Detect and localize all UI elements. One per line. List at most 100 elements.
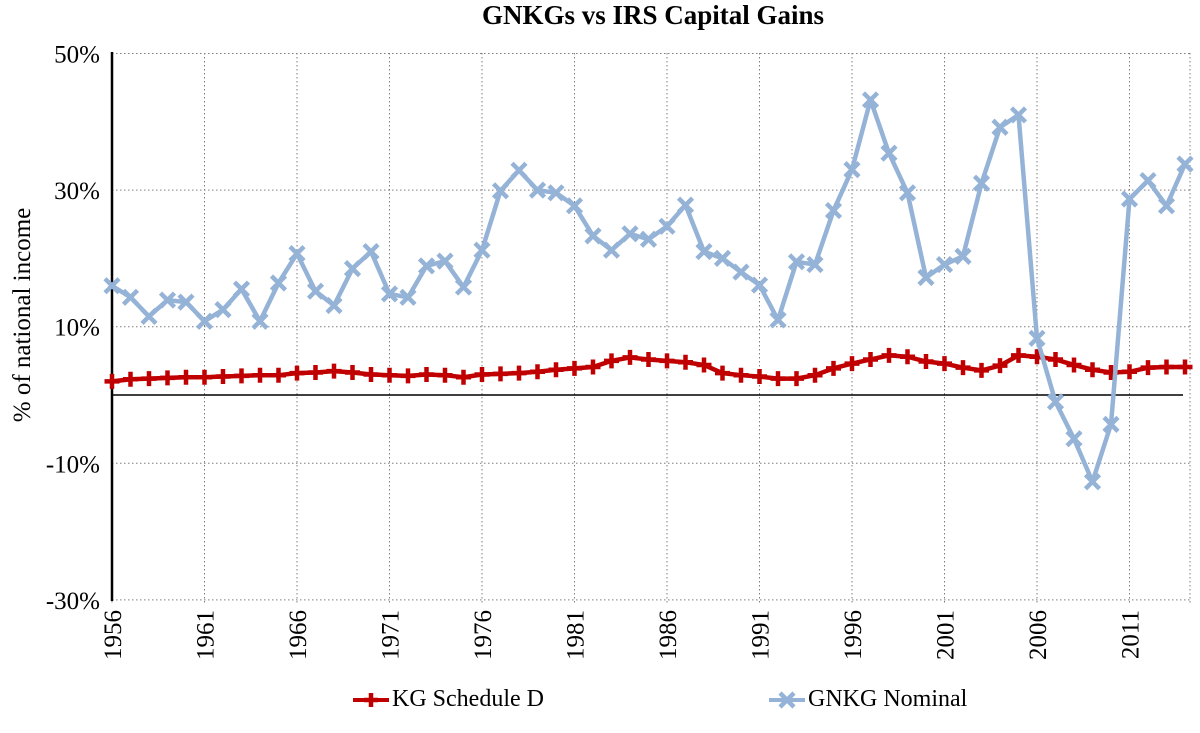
gnkg-nominal-marker bbox=[806, 255, 824, 274]
gnkg-nominal-marker bbox=[824, 201, 843, 220]
kg-schedule-d-marker bbox=[474, 367, 490, 383]
gnkg-nominal-marker bbox=[547, 184, 565, 202]
kg-schedule-d-marker bbox=[1159, 359, 1174, 375]
x-tick-label: 1976 bbox=[470, 610, 497, 660]
kg-schedule-d-marker bbox=[141, 371, 157, 387]
kg-schedule-d-marker bbox=[197, 369, 212, 385]
kg-schedule-d-marker bbox=[215, 369, 231, 385]
x-tick-label: 1986 bbox=[655, 610, 682, 660]
kg-schedule-d-marker bbox=[678, 354, 693, 370]
gnkg-nominal-marker bbox=[1139, 171, 1157, 190]
x-tick-label: 1971 bbox=[378, 610, 405, 660]
gnkg-nominal-marker bbox=[639, 230, 658, 248]
gnkg-nominal-marker bbox=[251, 312, 269, 330]
gnkg-nominal-marker bbox=[769, 311, 787, 329]
kg-schedule-d-marker bbox=[1048, 351, 1063, 367]
kg-schedule-d-marker bbox=[160, 370, 175, 386]
y-tick-label: 50% bbox=[54, 42, 100, 69]
gnkg-nominal-marker bbox=[140, 307, 158, 326]
y-tick-label: 10% bbox=[54, 315, 100, 342]
kg-schedule-d-marker bbox=[900, 349, 915, 365]
kg-schedule-d-marker bbox=[918, 354, 934, 370]
kg-schedule-d-marker bbox=[844, 356, 860, 372]
y-tick-label: 30% bbox=[54, 178, 100, 205]
gnkg-nominal-marker bbox=[399, 288, 417, 306]
kg-schedule-d-marker bbox=[789, 371, 804, 387]
gnkg-nominal-swatch-marker bbox=[778, 690, 796, 709]
kg-schedule-d-marker bbox=[419, 367, 434, 383]
kg-schedule-d-marker bbox=[770, 371, 786, 387]
gnkg-nominal-marker bbox=[491, 182, 510, 200]
gnkg-nominal-marker bbox=[510, 161, 528, 179]
kg-schedule-d-marker bbox=[992, 358, 1008, 374]
gnkg-nominal-marker bbox=[861, 91, 880, 109]
gnkg-nominal-marker bbox=[306, 282, 325, 300]
kg-schedule-d-marker bbox=[696, 357, 712, 373]
kg-schedule-d-marker bbox=[511, 365, 527, 381]
kg-schedule-d-swatch-marker bbox=[364, 692, 378, 707]
kg-schedule-d-marker bbox=[437, 367, 453, 383]
gnkg-nominal-marker bbox=[917, 268, 935, 287]
kg-schedule-d-marker bbox=[548, 362, 564, 378]
kg-schedule-d-marker bbox=[881, 347, 897, 363]
gnkg-nominal-marker bbox=[380, 285, 399, 303]
kg-schedule-d-marker bbox=[289, 365, 305, 381]
kg-schedule-d-marker bbox=[937, 356, 952, 372]
kg-schedule-d-marker bbox=[308, 364, 323, 380]
gnkg-nominal-marker bbox=[417, 257, 436, 275]
gnkg-nominal-marker bbox=[343, 260, 362, 278]
gnkg-nominal-marker bbox=[121, 288, 140, 306]
gnkg-nominal-marker bbox=[454, 278, 473, 296]
kg-schedule-d-marker bbox=[1011, 347, 1026, 363]
kg-schedule-d-marker bbox=[807, 367, 823, 383]
gnkg-nominal-marker bbox=[658, 217, 676, 235]
kg-schedule-d-marker bbox=[622, 349, 638, 365]
gnkg-nominal-marker bbox=[158, 291, 177, 309]
kg-schedule-d-marker bbox=[974, 362, 989, 378]
gnkg-nominal-marker bbox=[898, 184, 917, 202]
gnkg-nominal-marker bbox=[1065, 430, 1083, 448]
kg-schedule-d-marker bbox=[363, 367, 379, 383]
kg-schedule-d-marker bbox=[456, 369, 471, 385]
gnkg-nominal-marker bbox=[750, 276, 769, 294]
gnkg-nominal-marker bbox=[565, 197, 584, 215]
gnkg-nominal-marker bbox=[602, 241, 621, 259]
gnkg-nominal-marker bbox=[787, 253, 806, 271]
gnkg-nominal-marker bbox=[1176, 155, 1194, 173]
kg-schedule-d-marker bbox=[604, 353, 619, 369]
kg-schedule-d-marker bbox=[715, 365, 730, 381]
x-tick-label: 1966 bbox=[285, 610, 312, 660]
kg-schedule-d-marker bbox=[567, 360, 582, 376]
kg-schedule-d-marker bbox=[1085, 362, 1100, 378]
gnkg-nominal-marker bbox=[362, 242, 380, 261]
kg-schedule-d-marker bbox=[1122, 364, 1137, 380]
gnkg-nominal-marker bbox=[935, 255, 954, 274]
chart-title: GNKGs vs IRS Capital Gains bbox=[481, 0, 825, 30]
gnkg-nominal-marker bbox=[195, 312, 214, 330]
kg-schedule-d-marker bbox=[1066, 357, 1082, 373]
legend-label-gnkg-nominal: GNKG Nominal bbox=[808, 686, 968, 712]
gnkg-nominal-marker bbox=[954, 247, 972, 265]
gnkg-nominal-marker bbox=[713, 249, 732, 267]
gnkg-nominal-marker bbox=[584, 227, 602, 245]
gnkg-nominal-marker bbox=[1102, 415, 1120, 433]
y-tick-label: -10% bbox=[46, 451, 100, 478]
kg-schedule-d-marker bbox=[326, 363, 342, 379]
gnkg-nominal-marker bbox=[1083, 473, 1102, 491]
x-tick-label: 1956 bbox=[100, 610, 127, 660]
kg-schedule-d-marker bbox=[585, 359, 601, 375]
gnkg-nominal-marker bbox=[214, 301, 232, 319]
gnkg-nominal-marker bbox=[1157, 197, 1176, 215]
kg-schedule-d-swatch-icon bbox=[353, 692, 389, 707]
kg-schedule-d-marker bbox=[659, 353, 675, 369]
gnkg-nominal-marker bbox=[880, 144, 898, 162]
x-tick-label: 2006 bbox=[1025, 610, 1052, 660]
gnkg-nominal-marker bbox=[528, 181, 547, 199]
kg-schedule-d-marker bbox=[863, 351, 878, 367]
y-tick-label: -30% bbox=[46, 588, 100, 615]
gnkg-nominal-marker bbox=[103, 277, 121, 295]
gnkg-nominal-marker bbox=[1120, 190, 1139, 208]
kg-schedule-d-marker bbox=[123, 371, 138, 387]
x-tick-label: 1981 bbox=[563, 610, 590, 660]
kg-schedule-d-marker bbox=[271, 367, 286, 383]
